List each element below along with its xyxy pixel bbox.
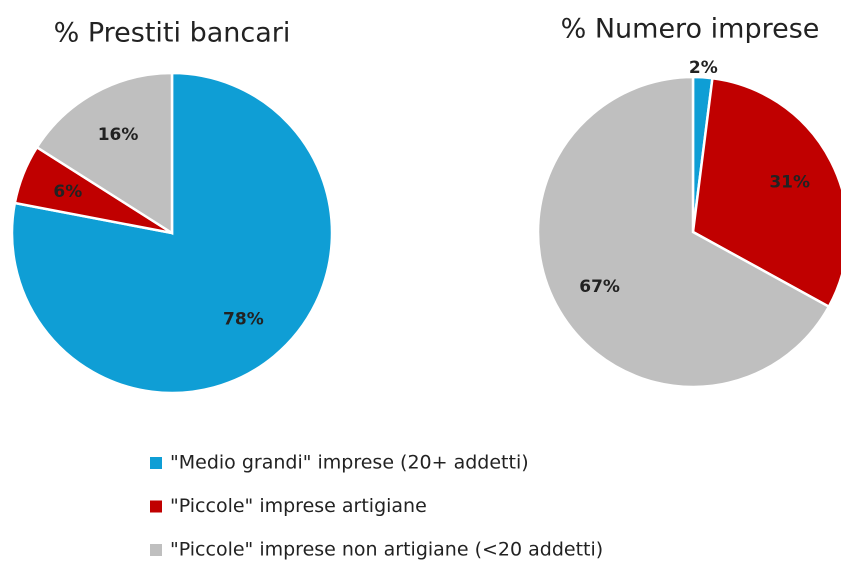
pie-slice [536,75,831,389]
data-label: 67% [579,277,620,297]
legend-label: "Medio grandi" imprese (20+ addetti) [170,452,529,474]
legend-swatch [150,500,162,513]
data-label: 31% [769,173,810,193]
pie-slice [691,76,841,309]
data-label: 6% [53,182,82,202]
pie-slice [35,71,174,236]
data-label: 16% [98,125,139,145]
data-label: 2% [689,58,718,78]
legend-swatch [150,544,162,556]
chart-title: % Prestiti bancari [54,18,291,49]
chart-title: % Numero imprese [561,14,820,45]
legend-label: "Piccole" imprese artigiane [170,495,427,517]
legend-swatch [150,457,162,469]
legend-label: "Piccole" imprese non artigiane (<20 add… [170,539,603,561]
data-label: 78% [223,309,264,329]
